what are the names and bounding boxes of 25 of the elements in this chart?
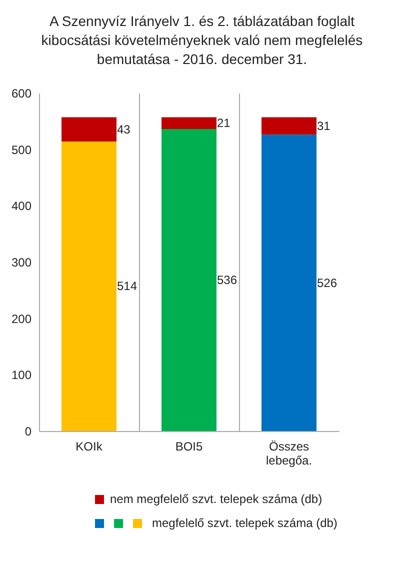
bar bbox=[262, 117, 316, 135]
legend-label: megfelelő szvt. telepek száma (db) bbox=[152, 516, 338, 530]
x-tick-label: BOI5 bbox=[175, 440, 203, 454]
x-tick-label: Összes lebegőa. bbox=[266, 440, 312, 468]
y-tick-label: 400 bbox=[11, 199, 32, 214]
data-label: 31 bbox=[317, 118, 331, 133]
bar bbox=[262, 134, 316, 431]
y-tick-label: 200 bbox=[11, 312, 32, 326]
y-tick-label: 0 bbox=[24, 424, 32, 438]
bar bbox=[162, 129, 216, 431]
y-tick-label: 600 bbox=[11, 86, 32, 100]
y-tick-label: 500 bbox=[11, 142, 32, 157]
data-label: 21 bbox=[217, 116, 231, 130]
bar bbox=[162, 117, 216, 130]
legend-label: nem megfelelő szvt. telepek száma (db) bbox=[110, 492, 322, 506]
data-label: 43 bbox=[117, 122, 131, 136]
x-tick-label: KOIk bbox=[76, 440, 104, 454]
data-label: 526 bbox=[317, 276, 338, 290]
bar bbox=[62, 141, 116, 431]
data-label: 514 bbox=[117, 279, 138, 294]
y-tick-label: 100 bbox=[11, 368, 32, 382]
bar bbox=[62, 117, 116, 142]
data-label: 536 bbox=[217, 273, 238, 288]
chart-title: A Szennyvíz Irányelv 1. és 2. táblázatában foglalt kibocsátási követelményeknek való nem megfelelés bemutatása - 2016. december 31. bbox=[40, 12, 364, 69]
y-tick-label: 300 bbox=[11, 256, 32, 270]
